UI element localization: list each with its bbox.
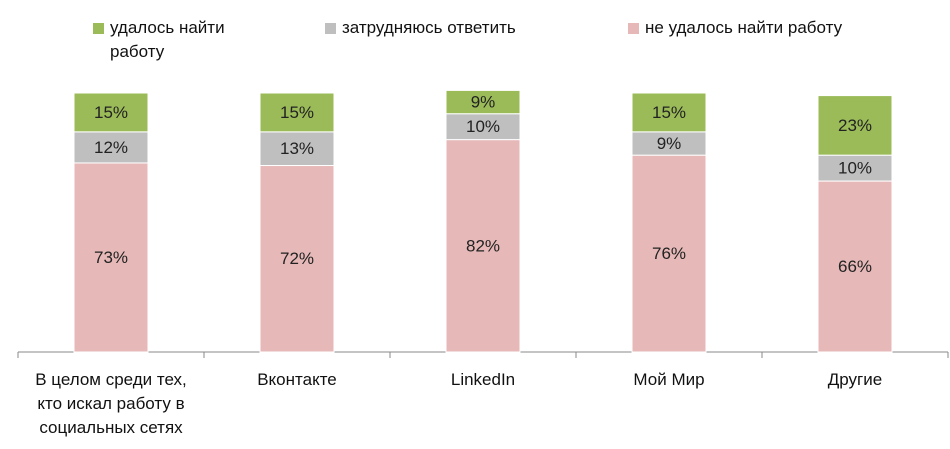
bar-segment [73,92,149,133]
x-tick-label: Вконтакте [257,370,337,389]
value-label: 66% [838,257,872,276]
value-label: 15% [94,103,128,122]
bar-segment [445,89,521,115]
bar-segment [817,95,893,156]
value-label: 15% [652,103,686,122]
value-label: 10% [838,159,872,178]
legend-label: не удалось найти работу [645,18,843,37]
legend-label: затрудняюсь ответить [342,18,516,37]
bar-segment [73,131,149,164]
legend-swatch [325,23,336,34]
value-label: 13% [280,139,314,158]
value-label: 15% [280,103,314,122]
value-label: 9% [657,134,682,153]
legend-label: удалось найти работу [110,18,225,61]
value-label: 12% [94,138,128,157]
legend-swatch [628,23,639,34]
x-tick-label: Другие [827,370,883,389]
x-tick-label: Мой Мир [633,370,705,389]
bar-segment [445,113,521,141]
bar-segment [259,165,335,353]
value-label: 72% [280,249,314,268]
value-label: 82% [466,236,500,255]
x-tick-label: В целом среди тех, кто искал работу в со… [35,370,187,437]
bar-segment [73,162,149,353]
bar-segment [817,154,893,182]
legend-swatch [93,23,104,34]
value-label: 73% [94,248,128,267]
value-label: 76% [652,244,686,263]
value-label: 23% [838,116,872,135]
value-label: 9% [471,93,496,112]
x-tick-label: LinkedIn [450,370,516,389]
bar-segment [631,154,707,353]
bar-segment [259,131,335,167]
value-label: 10% [466,117,500,136]
bar-segment [259,92,335,133]
bar-segment [817,180,893,353]
bar-segment [631,92,707,133]
bar-segment [445,139,521,353]
